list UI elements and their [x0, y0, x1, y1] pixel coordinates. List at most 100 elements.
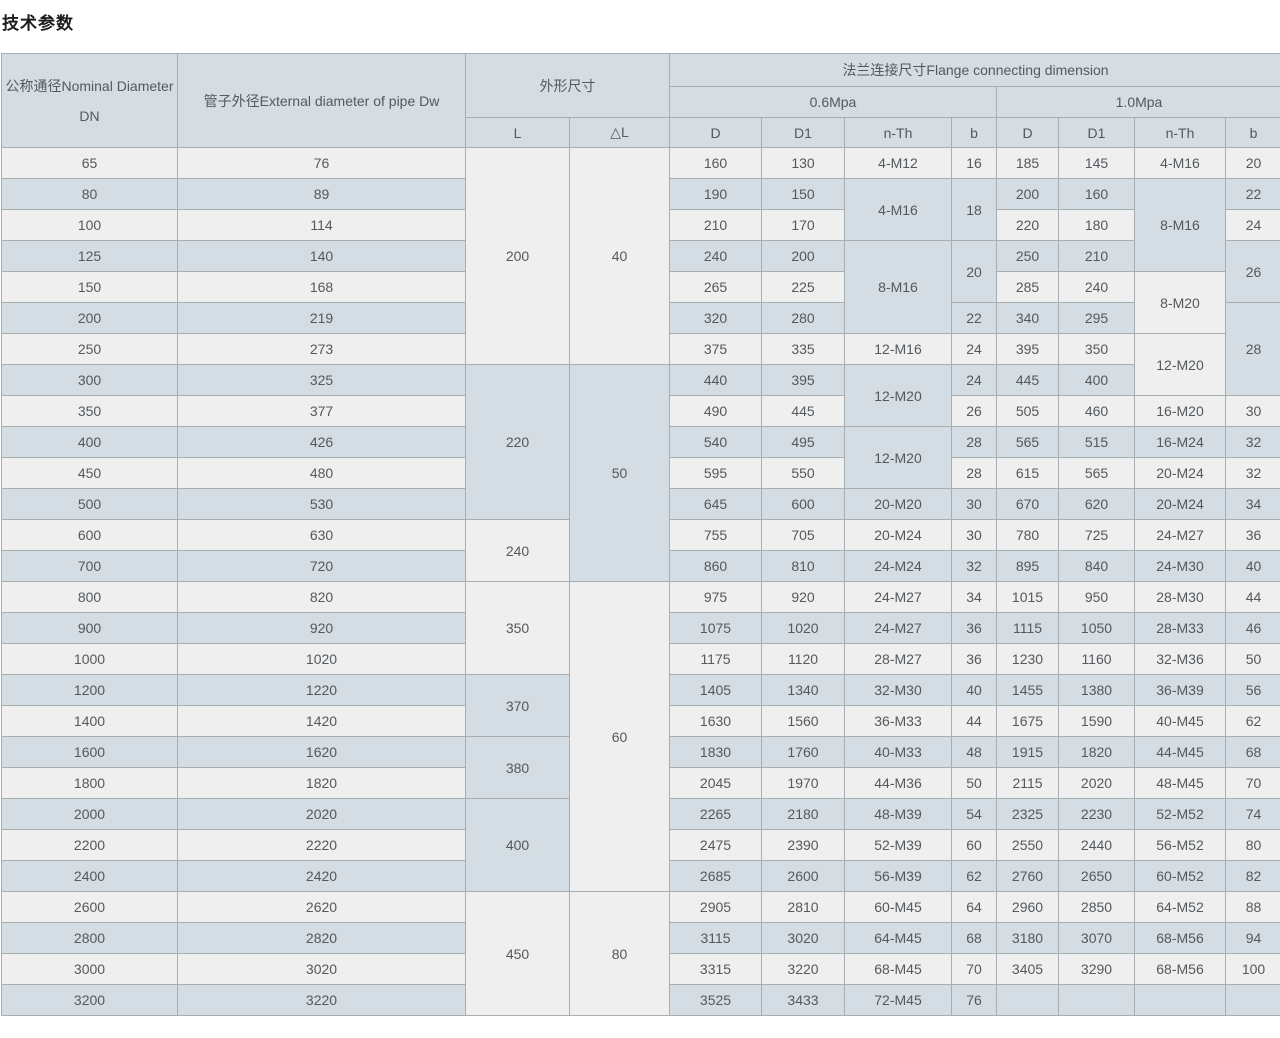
cell: 28-M30: [1135, 582, 1226, 613]
cell: 56-M52: [1135, 830, 1226, 861]
cell: 3220: [178, 985, 466, 1016]
cell: 1050: [1059, 613, 1135, 644]
cell: 2265: [670, 799, 762, 830]
cell: 70: [952, 954, 997, 985]
cell: 895: [997, 551, 1059, 582]
cell: 1560: [762, 706, 845, 737]
cell: 670: [997, 489, 1059, 520]
cell: 400: [466, 799, 570, 892]
cell: 80: [570, 892, 670, 1016]
cell: 3315: [670, 954, 762, 985]
cell: 20: [952, 241, 997, 303]
cell: [1059, 985, 1135, 1016]
cell: 2600: [762, 861, 845, 892]
cell: 810: [762, 551, 845, 582]
cell: 150: [2, 272, 178, 303]
cell: 22: [1226, 179, 1280, 210]
cell: 4-M12: [845, 148, 952, 179]
cell: 1230: [997, 644, 1059, 675]
cell: 480: [178, 458, 466, 489]
cell: 28: [1226, 303, 1280, 396]
cell: 1220: [178, 675, 466, 706]
cell: 20-M24: [845, 520, 952, 551]
cell: 200: [2, 303, 178, 334]
cell: 1820: [178, 768, 466, 799]
cell: 32-M36: [1135, 644, 1226, 675]
cell: 2905: [670, 892, 762, 923]
cell: 1015: [997, 582, 1059, 613]
cell: 1915: [997, 737, 1059, 768]
cell: 30: [1226, 396, 1280, 427]
col-header-06mpa: 0.6Mpa: [670, 87, 997, 118]
cell: 426: [178, 427, 466, 458]
cell: 34: [952, 582, 997, 613]
cell: 8-M16: [1135, 179, 1226, 272]
cell: 68-M45: [845, 954, 952, 985]
cell: 28-M27: [845, 644, 952, 675]
cell: 1405: [670, 675, 762, 706]
cell: 16-M20: [1135, 396, 1226, 427]
cell: 200: [466, 148, 570, 365]
cell: 20-M24: [1135, 458, 1226, 489]
sub-header-cell: D1: [762, 118, 845, 148]
cell: 76: [178, 148, 466, 179]
cell: 52-M52: [1135, 799, 1226, 830]
cell: 335: [762, 334, 845, 365]
cell: 26: [1226, 241, 1280, 303]
cell: 60-M45: [845, 892, 952, 923]
cell: 44-M36: [845, 768, 952, 799]
cell: 615: [997, 458, 1059, 489]
cell: 70: [1226, 768, 1280, 799]
sub-header-cell: b: [1226, 118, 1280, 148]
cell: 34: [1226, 489, 1280, 520]
cell: 32: [952, 551, 997, 582]
col-header-flange-connecting-dimension: 法兰连接尺寸Flange connecting dimension: [670, 54, 1280, 87]
cell: 46: [1226, 613, 1280, 644]
cell: 370: [466, 675, 570, 737]
cell: 250: [2, 334, 178, 365]
cell: 2620: [178, 892, 466, 923]
cell: 4-M16: [845, 179, 952, 241]
cell: 32-M30: [845, 675, 952, 706]
cell: 94: [1226, 923, 1280, 954]
cell: 72-M45: [845, 985, 952, 1016]
cell: 24-M27: [845, 613, 952, 644]
cell: 720: [178, 551, 466, 582]
cell: 32: [1226, 458, 1280, 489]
cell: 170: [762, 210, 845, 241]
cell: 1760: [762, 737, 845, 768]
cell: 60-M52: [1135, 861, 1226, 892]
sub-header-cell: D: [670, 118, 762, 148]
cell: 550: [762, 458, 845, 489]
cell: 80: [1226, 830, 1280, 861]
cell: 755: [670, 520, 762, 551]
cell: 30: [952, 520, 997, 551]
cell: 900: [2, 613, 178, 644]
cell: 3115: [670, 923, 762, 954]
cell: 2760: [997, 861, 1059, 892]
cell: 44: [952, 706, 997, 737]
cell: 50: [570, 365, 670, 582]
cell: 445: [997, 365, 1059, 396]
cell: 64-M45: [845, 923, 952, 954]
cell: 340: [997, 303, 1059, 334]
cell: 48-M39: [845, 799, 952, 830]
cell: 400: [1059, 365, 1135, 396]
cell: 3000: [2, 954, 178, 985]
sub-header-cell: L: [466, 118, 570, 148]
cell: 350: [466, 582, 570, 675]
cell: 125: [2, 241, 178, 272]
cell: 24-M27: [1135, 520, 1226, 551]
sub-header-cell: D1: [1059, 118, 1135, 148]
cell: 180: [1059, 210, 1135, 241]
cell: 68: [1226, 737, 1280, 768]
cell: 20-M20: [845, 489, 952, 520]
cell: 705: [762, 520, 845, 551]
cell: 540: [670, 427, 762, 458]
sub-header-cell: b: [952, 118, 997, 148]
cell: 3220: [762, 954, 845, 985]
cell: 2550: [997, 830, 1059, 861]
